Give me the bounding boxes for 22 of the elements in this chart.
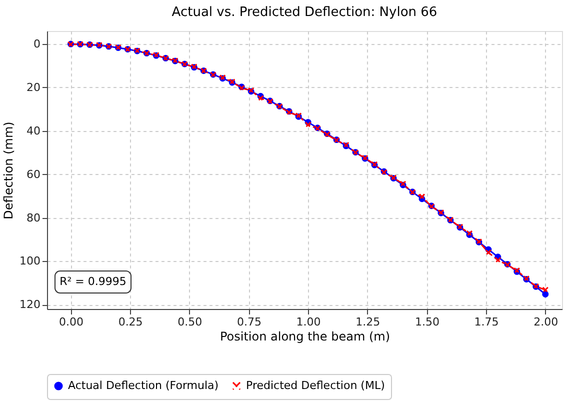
x-tick-label: 1.75 [474, 316, 499, 328]
y-axis-title: Deflection (mm) [2, 122, 16, 220]
annotation: R² = 0.9995 [60, 275, 126, 288]
x-tick-label: 1.25 [356, 316, 380, 328]
x-tick-label: 0.25 [118, 316, 143, 328]
y-tick-label: 40 [26, 124, 40, 138]
y-tick-label: 60 [26, 168, 40, 181]
y-tick-label: 20 [26, 80, 40, 94]
chart-title: Actual vs. Predicted Deflection: Nylon 66 [172, 5, 438, 20]
x-tick-label: 0.75 [236, 316, 262, 328]
y-tick-label: 0 [34, 38, 40, 51]
x-tick-label: 1.50 [414, 316, 440, 328]
y-tick-label: 100 [20, 254, 40, 268]
y-tick-label: 120 [20, 298, 40, 312]
y-tick-label: 80 [26, 211, 40, 224]
x-tick-label: 2.00 [534, 316, 558, 328]
legend-label: Actual Deflection (Formula) [68, 378, 219, 392]
x-axis-title: Position along the beam (m) [220, 330, 390, 344]
x-tick-label: 0.00 [58, 316, 84, 328]
legend-label: Predicted Deflection (ML) [246, 378, 385, 392]
x-tick-label: 0.50 [178, 316, 202, 328]
x-tick-label: 1.00 [296, 316, 321, 328]
